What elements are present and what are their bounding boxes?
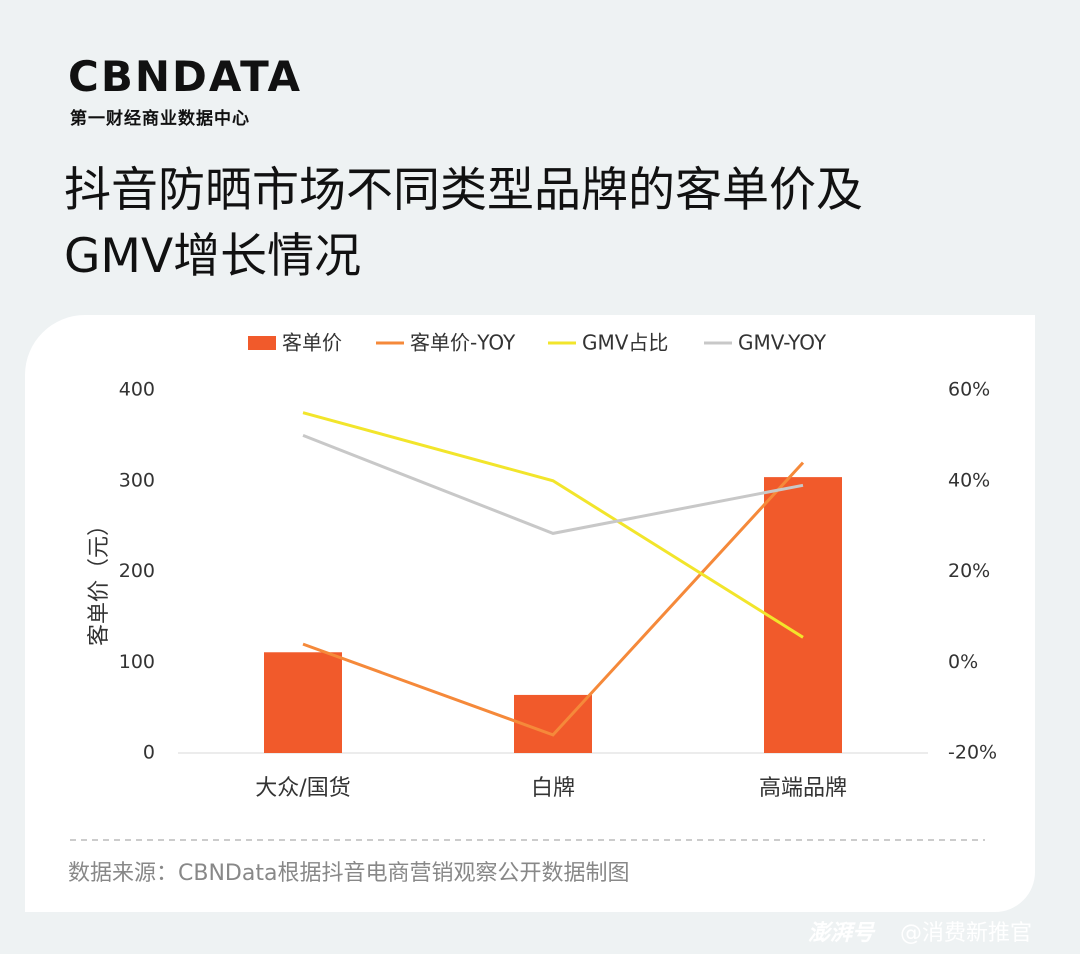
y2-tick-label: 20% (948, 560, 990, 582)
bar (264, 652, 342, 753)
y2-tick-label: -20% (948, 742, 997, 764)
y2-tick-label: 0% (948, 651, 978, 673)
line (302, 433, 804, 535)
x-tick-label: 高端品牌 (759, 776, 847, 801)
logo-subtitle: 第一财经商业数据中心 (70, 109, 250, 129)
y-tick-label: 100 (119, 651, 155, 673)
y-tick-label: 0 (143, 742, 155, 764)
line (302, 461, 805, 737)
bar (764, 477, 842, 753)
y2-tick-label: 60% (948, 379, 990, 401)
x-tick-label: 白牌 (531, 776, 575, 801)
legend-label: 客单价-YOY (410, 331, 516, 355)
y-tick-label: 400 (119, 379, 155, 401)
legend-label: GMV占比 (582, 331, 668, 355)
y-axis-title: 客单价（元） (87, 514, 112, 646)
logo: CBNDATA (68, 52, 302, 101)
line (302, 411, 804, 639)
y2-tick-label: 40% (948, 469, 990, 491)
legend-label: GMV-YOY (738, 331, 827, 355)
legend-label: 客单价 (282, 331, 342, 355)
source: 数据来源：CBNData根据抖音电商营销观察公开数据制图 (68, 861, 629, 886)
chart-title: 抖音防晒市场不同类型品牌的客单价及GMV增长情况 (64, 163, 863, 284)
legend-swatch (248, 336, 276, 350)
y-tick-label: 200 (119, 560, 155, 582)
x-tick-label: 大众/国货 (255, 776, 350, 801)
y-tick-label: 300 (119, 469, 155, 491)
card (25, 315, 1035, 912)
footer-author: @消费新推官 (900, 921, 1032, 946)
footer-platform: 澎湃号 (808, 921, 876, 946)
